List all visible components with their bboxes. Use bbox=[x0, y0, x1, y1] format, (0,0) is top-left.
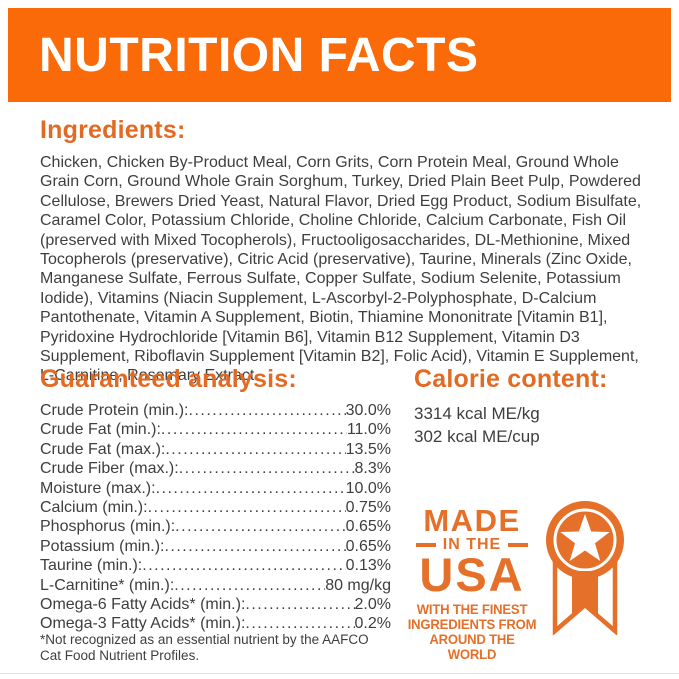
ingredients-text: Chicken, Chicken By-Product Meal, Corn G… bbox=[40, 154, 642, 385]
dot-leader bbox=[156, 479, 346, 498]
analysis-row: Phosphorus (min.): 0.65% bbox=[40, 517, 391, 536]
analysis-row: Moisture (max.): 10.0% bbox=[40, 479, 391, 498]
analysis-value: 0.13% bbox=[345, 557, 391, 575]
analysis-value: 2.0% bbox=[354, 596, 391, 614]
analysis-row: Crude Protein (min.): 30.0% bbox=[40, 401, 391, 420]
analysis-value: 11.0% bbox=[346, 421, 391, 439]
dot-leader bbox=[179, 459, 355, 478]
guaranteed-analysis-table: Crude Protein (min.): 30.0% Crude Fat (m… bbox=[40, 401, 391, 634]
aafco-footnote: *Not recognized as an essential nutrient… bbox=[40, 632, 369, 663]
dot-leader bbox=[161, 420, 347, 439]
analysis-row: L-Carnitine* (min.): 80 mg/kg bbox=[40, 576, 391, 595]
analysis-value: 0.2% bbox=[354, 615, 391, 633]
analysis-row: Crude Fiber (max.): 8.3% bbox=[40, 459, 391, 478]
in-the-row: IN THE bbox=[403, 536, 541, 553]
panel-divider bbox=[0, 673, 679, 674]
analysis-value: 0.65% bbox=[345, 537, 391, 555]
tagline-line: AROUND THE WORLD bbox=[429, 632, 515, 662]
header-band: NUTRITION FACTS bbox=[8, 8, 671, 102]
in-the-text: IN THE bbox=[442, 536, 502, 553]
ingredients-heading: Ingredients: bbox=[40, 116, 186, 144]
analysis-row: Calcium (min.): 0.75% bbox=[40, 498, 391, 517]
analysis-label: Crude Fat (min.): bbox=[40, 421, 161, 439]
calorie-content-values: 3314 kcal ME/kg 302 kcal ME/cup bbox=[414, 402, 540, 448]
dash-left bbox=[415, 542, 436, 548]
dot-leader bbox=[164, 537, 345, 556]
tagline-line: INGREDIENTS FROM bbox=[407, 617, 537, 632]
analysis-row: Taurine (min.): 0.13% bbox=[40, 556, 391, 575]
analysis-row: Crude Fat (max.): 13.5% bbox=[40, 440, 391, 459]
analysis-label: Crude Fat (max.): bbox=[40, 440, 166, 458]
analysis-row: Potassium (min.): 0.65% bbox=[40, 537, 391, 556]
dot-leader bbox=[175, 517, 345, 536]
star-ribbon-medal-icon bbox=[546, 501, 624, 636]
analysis-label: Taurine (min.): bbox=[40, 557, 143, 575]
dash-right bbox=[508, 542, 529, 548]
analysis-label: Crude Protein (min.): bbox=[40, 402, 189, 419]
page-title: NUTRITION FACTS bbox=[39, 28, 479, 82]
dot-leader bbox=[148, 498, 346, 517]
analysis-row: Omega-6 Fatty Acids* (min.): 2.0% bbox=[40, 595, 391, 614]
analysis-label: Omega-3 Fatty Acids* (min.): bbox=[40, 615, 246, 633]
usa-text: USA bbox=[419, 548, 525, 601]
analysis-value: 8.3% bbox=[354, 460, 391, 478]
analysis-label: Phosphorus (min.): bbox=[40, 518, 176, 536]
dot-leader bbox=[174, 576, 325, 595]
analysis-label: Potassium (min.): bbox=[40, 537, 165, 555]
calorie-cup-value: 302 kcal ME/cup bbox=[414, 427, 540, 446]
dot-leader bbox=[142, 556, 345, 575]
analysis-value: 80 mg/kg bbox=[325, 576, 391, 594]
dot-leader bbox=[165, 440, 345, 459]
analysis-row: Crude Fat (min.): 11.0% bbox=[40, 420, 391, 439]
tagline-line: WITH THE FINEST bbox=[416, 602, 528, 617]
analysis-value: 0.65% bbox=[345, 518, 391, 536]
analysis-label: L-Carnitine* (min.): bbox=[40, 576, 175, 594]
made-in-usa-badge: MADE IN THE USA WITH THE FINEST INGREDIE… bbox=[403, 503, 541, 662]
analysis-label: Moisture (max.): bbox=[40, 479, 156, 497]
dot-leader bbox=[245, 614, 354, 633]
analysis-value: 13.5% bbox=[345, 440, 391, 458]
made-text: MADE bbox=[423, 503, 521, 538]
calorie-content-heading: Calorie content: bbox=[414, 365, 608, 393]
usa-tagline: WITH THE FINEST INGREDIENTS FROM AROUND … bbox=[405, 602, 539, 662]
analysis-row: Omega-3 Fatty Acids* (min.): 0.2% bbox=[40, 614, 391, 633]
dot-leader bbox=[245, 595, 354, 614]
analysis-value: 30.0% bbox=[345, 402, 391, 419]
dot-leader bbox=[189, 401, 346, 420]
analysis-value: 0.75% bbox=[345, 499, 391, 517]
analysis-label: Calcium (min.): bbox=[40, 499, 148, 517]
analysis-label: Omega-6 Fatty Acids* (min.): bbox=[40, 596, 246, 614]
calorie-kg-value: 3314 kcal ME/kg bbox=[414, 404, 540, 423]
analysis-value: 10.0% bbox=[345, 479, 391, 497]
guaranteed-analysis-heading: Guaranteed analysis: bbox=[40, 365, 297, 393]
analysis-label: Crude Fiber (max.): bbox=[40, 460, 179, 478]
